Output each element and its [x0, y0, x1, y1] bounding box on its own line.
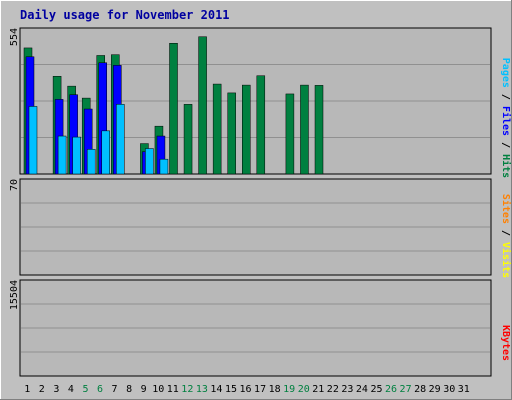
gridlines-visits-sites: [21, 202, 490, 252]
bar-pages-day-5: [86, 149, 96, 175]
bar-hits-day-11: [169, 43, 178, 175]
bar-hits-day-14: [212, 83, 222, 175]
day-label-25: 25: [370, 384, 382, 395]
bar-hits-day-19: [285, 93, 295, 175]
day-label-26: 26: [385, 384, 397, 395]
day-label-30: 30: [443, 384, 455, 395]
day-label-15: 15: [225, 384, 237, 395]
day-label-18: 18: [269, 384, 281, 395]
side-label-hits-files-pages: Pages / Files / Hits: [500, 58, 512, 178]
bar-pages-day-10: [159, 158, 169, 175]
day-label-7: 7: [112, 384, 118, 395]
day-label-17: 17: [254, 384, 266, 395]
side-label-pages: Pages: [500, 58, 511, 88]
x-axis-day-labels: 1 2 3 4 5 6 7 8 9 10 11 12 13 14 15 16 17 18 19 20 21 22 23 24 2…: [24, 384, 470, 395]
side-label-hits: Hits: [500, 154, 512, 178]
day-label-4: 4: [68, 384, 74, 395]
side-sep-2: /: [500, 136, 511, 154]
day-label-16: 16: [240, 384, 252, 395]
side-label-files: Files: [500, 106, 512, 136]
day-label-10: 10: [152, 384, 164, 395]
day-label-5: 5: [82, 384, 88, 395]
side-sep-1: /: [500, 88, 511, 106]
day-label-14: 14: [210, 384, 222, 395]
bar-hits-day-17: [256, 75, 266, 175]
bar-hits-day-16: [242, 84, 251, 175]
bar-hits-day-20: [300, 84, 309, 175]
day-label-3: 3: [53, 384, 59, 395]
day-label-13: 13: [196, 384, 208, 395]
day-label-1: 1: [24, 384, 30, 395]
day-label-12: 12: [181, 384, 193, 395]
chart-title: Daily usage for November 2011: [20, 8, 230, 22]
day-label-8: 8: [126, 384, 132, 395]
day-label-29: 29: [429, 384, 441, 395]
ymax-label-hits: 554: [9, 28, 20, 46]
bar-pages-day-1: [28, 106, 38, 175]
bar-hits-day-12: [183, 104, 193, 175]
bar-hits-day-15: [227, 92, 236, 175]
bar-hits-day-13: [198, 36, 207, 175]
side-label-sites: Sites: [500, 194, 512, 224]
day-label-2: 2: [39, 384, 45, 395]
bar-pages-day-9: [145, 148, 154, 175]
day-label-31: 31: [458, 384, 470, 395]
day-label-20: 20: [298, 384, 310, 395]
bar-pages-day-3: [57, 135, 67, 175]
day-label-23: 23: [341, 384, 353, 395]
day-label-28: 28: [414, 384, 426, 395]
gridlines-kbytes: [21, 303, 490, 353]
day-label-6: 6: [97, 384, 103, 395]
ymax-label-kbytes: 15504: [9, 280, 20, 310]
bar-pages-day-6: [101, 130, 110, 175]
side-label-kbytes: KBytes: [500, 325, 511, 361]
bars-hits-files-pages: [23, 36, 324, 175]
side-label-visits-sites: Sites / Visits: [500, 194, 512, 278]
side-sep-3: /: [500, 224, 511, 242]
day-label-19: 19: [283, 384, 295, 395]
side-label-visits: Visits: [500, 242, 512, 278]
day-label-24: 24: [356, 384, 368, 395]
day-label-22: 22: [327, 384, 339, 395]
bar-pages-day-4: [72, 136, 81, 175]
ymax-label-visits: 70: [9, 179, 20, 191]
day-label-11: 11: [167, 384, 179, 395]
day-label-9: 9: [141, 384, 147, 395]
day-label-27: 27: [400, 384, 412, 395]
day-label-21: 21: [312, 384, 324, 395]
bar-hits-day-21: [314, 85, 324, 175]
bar-pages-day-7: [116, 104, 125, 175]
